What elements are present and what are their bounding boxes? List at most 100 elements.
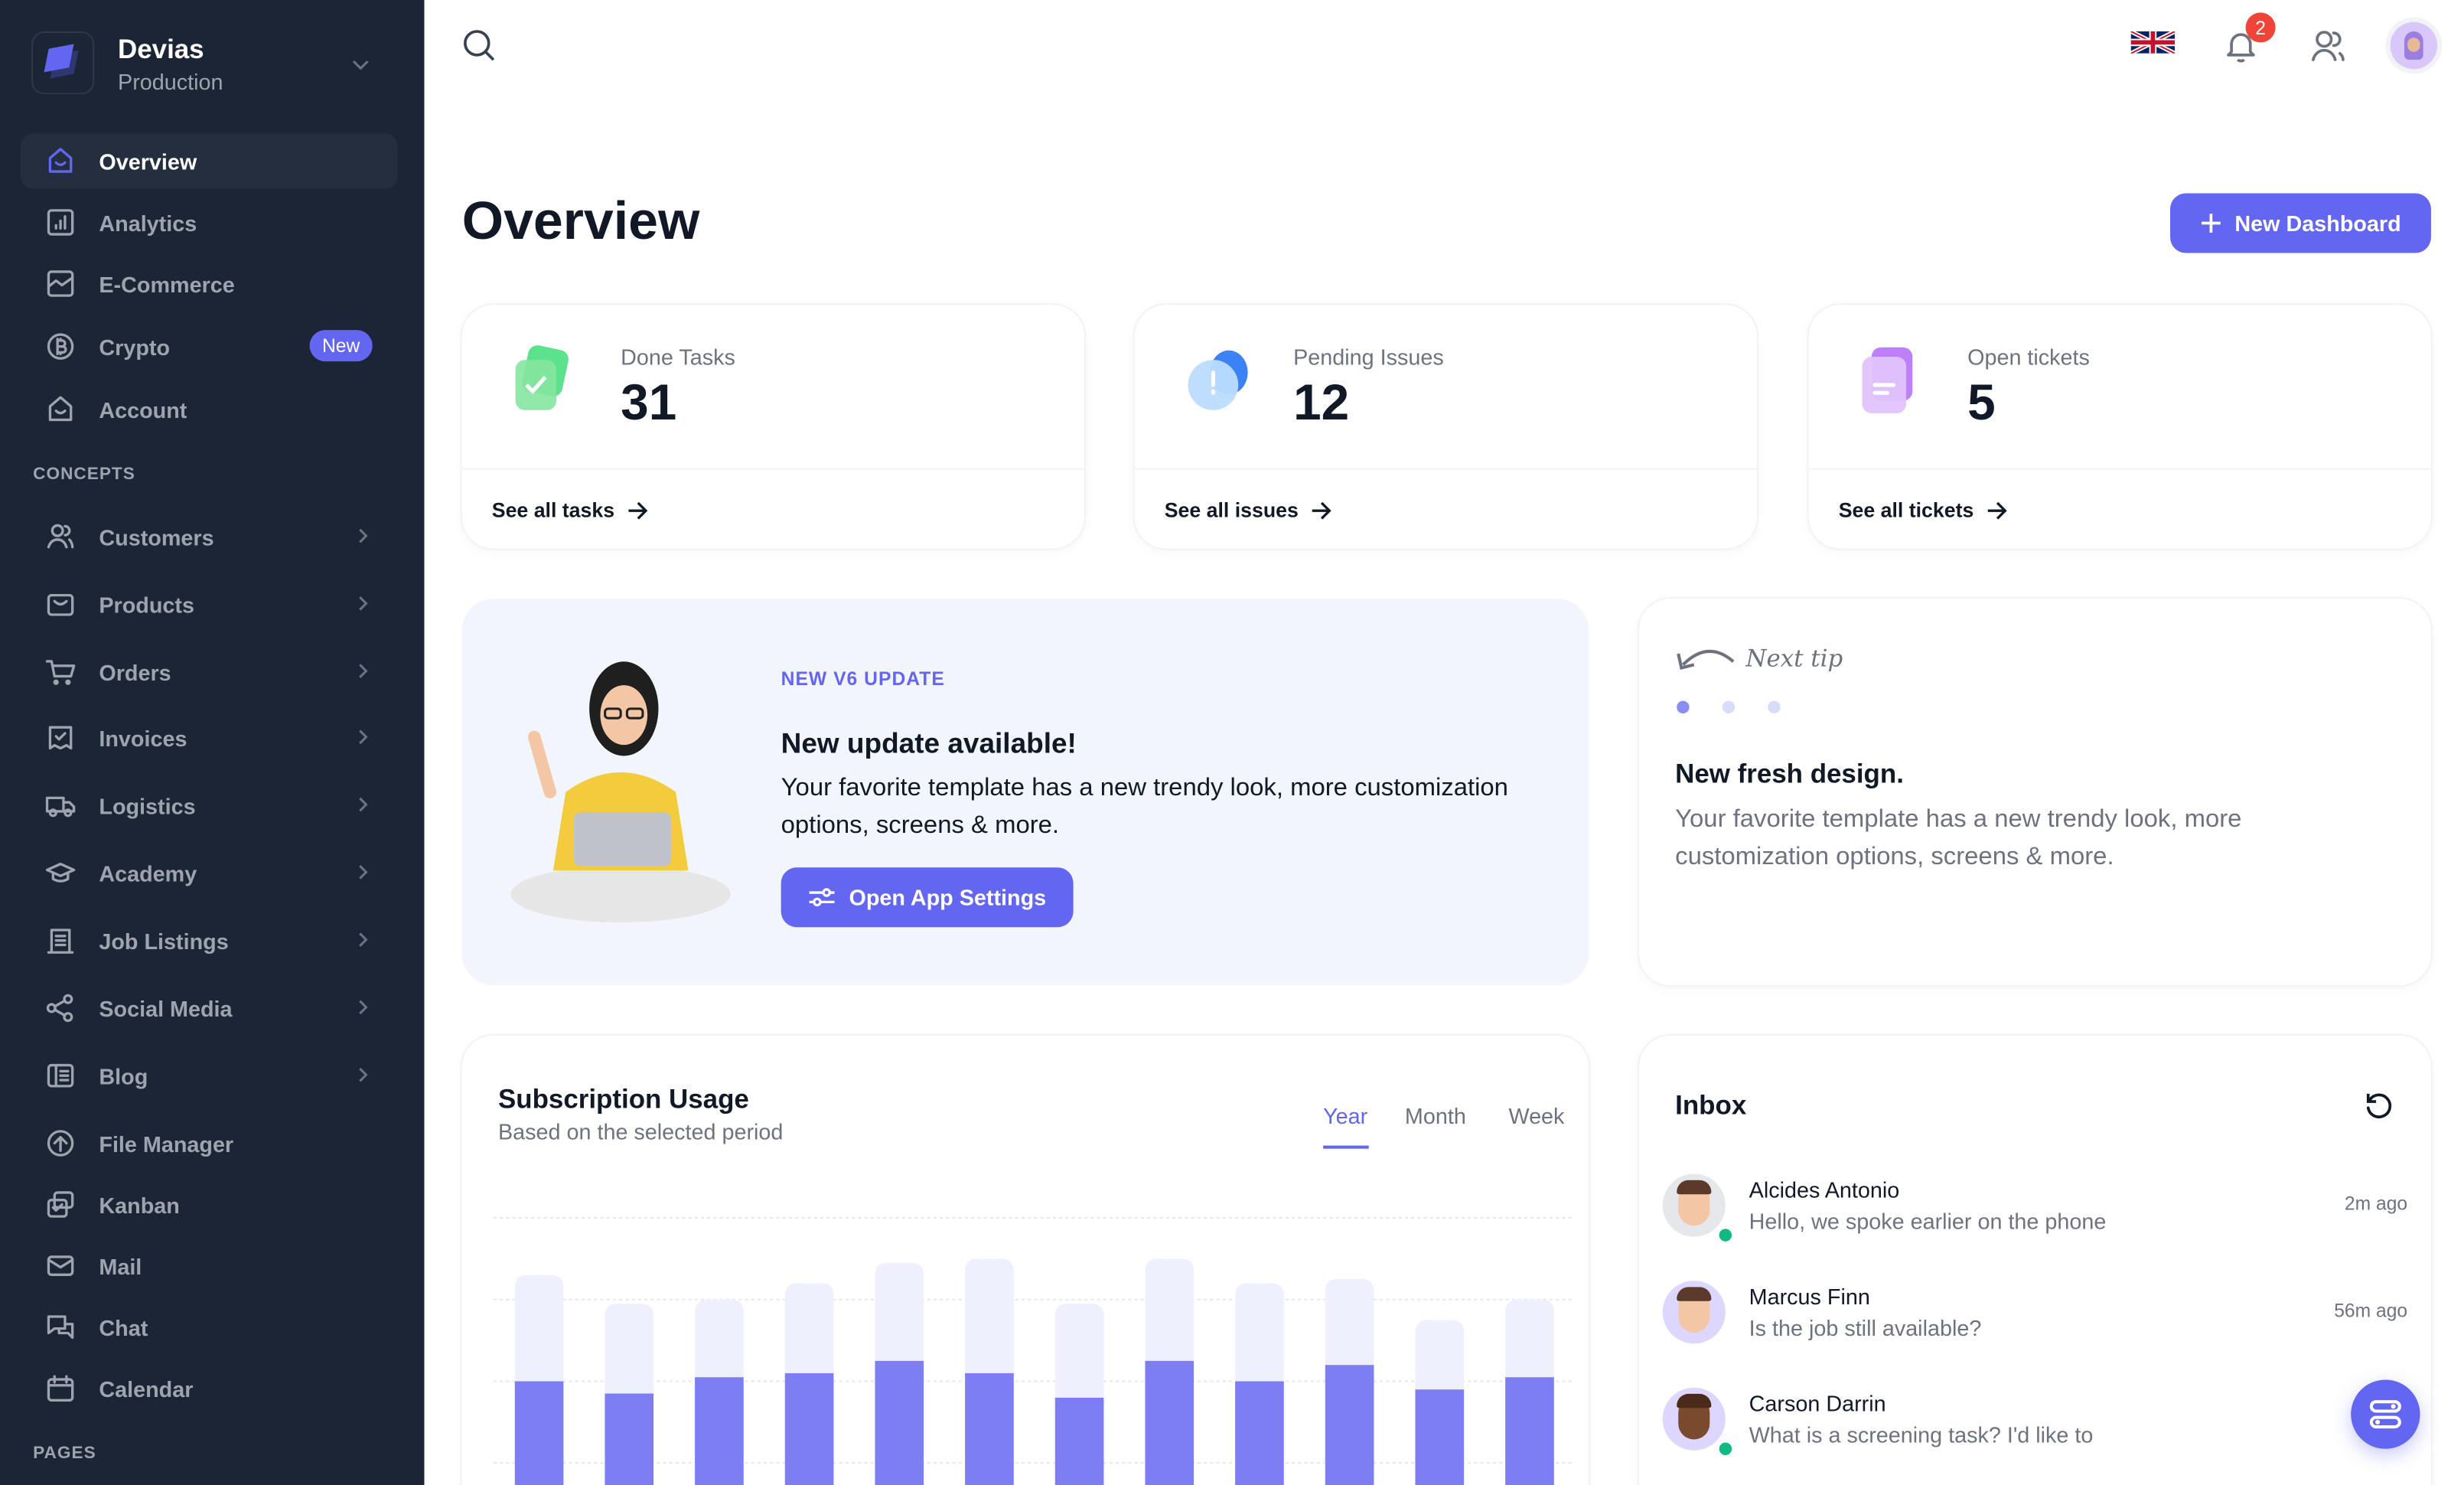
divider (461, 468, 1084, 470)
chevron-right-icon (359, 1067, 368, 1082)
bar-segment-remaining[interactable] (875, 1262, 924, 1361)
sidebar-item-file-manager[interactable]: File Manager (21, 1116, 398, 1171)
inbox-message[interactable]: Marcus Finn Is the job still available? 56… (1639, 1281, 2431, 1375)
uk-flag-icon[interactable] (2130, 31, 2176, 54)
stat-label: Open tickets (1967, 344, 2090, 370)
bar-segment-remaining[interactable] (1505, 1299, 1554, 1378)
sidebar-item-crypto[interactable]: Crypto New (21, 319, 398, 374)
chart-subtitle: Based on the selected period (497, 1118, 784, 1144)
bar-segment-remaining[interactable] (965, 1258, 1014, 1373)
sidebar-item-social-media[interactable]: Social Media (21, 981, 398, 1036)
sidebar-item-label: Kanban (99, 1192, 180, 1217)
message-preview: Is the job still available? (1749, 1315, 1982, 1341)
avatar-image (2390, 21, 2438, 70)
next-tip-label: Next tip (1745, 644, 1843, 673)
sidebar-item-label: Orders (99, 659, 171, 685)
sidebar-item-label: Invoices (99, 725, 187, 751)
inbox-message[interactable]: Alcides Antonio Hello, we spoke earlier o… (1639, 1173, 2431, 1268)
tab-year[interactable]: Year (1323, 1103, 1368, 1128)
bar-segment-used[interactable] (965, 1372, 1014, 1485)
bar-segment-used[interactable] (1235, 1381, 1284, 1485)
sidebar-item-overview[interactable]: Overview (20, 133, 398, 189)
sidebar-item-academy[interactable]: Academy (21, 845, 398, 900)
open-app-settings-button[interactable]: Open App Settings (781, 867, 1074, 928)
bar-segment-used[interactable] (1505, 1377, 1554, 1485)
refresh-icon[interactable] (2364, 1091, 2395, 1122)
tip-title: New fresh design. (1675, 759, 1904, 789)
upload-circle-icon (47, 1130, 74, 1157)
sender-name: Marcus Finn (1749, 1284, 1870, 1310)
bell-icon[interactable] (2224, 28, 2258, 63)
stat-link[interactable]: See all issues (1165, 498, 1333, 522)
new-dashboard-button[interactable]: New Dashboard (2170, 193, 2431, 253)
tip-pagination (1677, 700, 1781, 714)
search-icon[interactable] (462, 28, 497, 63)
chart-title: Subscription Usage (497, 1084, 749, 1115)
sidebar-item-label: Mail (99, 1253, 142, 1279)
sidebar-item-mail[interactable]: Mail (21, 1239, 398, 1294)
bar-segment-remaining[interactable] (1145, 1258, 1195, 1361)
chevron-down-icon[interactable] (352, 60, 370, 70)
tab-month[interactable]: Month (1404, 1103, 1466, 1128)
home-smile-icon (48, 396, 73, 422)
stat-link[interactable]: See all tickets (1839, 498, 2009, 522)
stat-link[interactable]: See all tasks (492, 498, 649, 522)
sidebar-item-job-listings[interactable]: Job Listings (21, 913, 398, 968)
sidebar-item-label: Products (99, 591, 195, 617)
avatar (1662, 1173, 1726, 1237)
online-status-dot (1717, 1227, 1734, 1243)
message-time: 56m ago (2334, 1299, 2408, 1322)
bar-segment-remaining[interactable] (695, 1299, 744, 1378)
bar-segment-used[interactable] (1325, 1365, 1374, 1485)
next-tip-button[interactable]: Next tip (1674, 643, 1843, 674)
sidebar-item-account[interactable]: Account (21, 382, 398, 437)
bar-segment-used[interactable] (695, 1377, 744, 1485)
chevron-right-icon (359, 932, 368, 947)
bar-segment-remaining[interactable] (1415, 1320, 1465, 1390)
stat-link-label: See all tasks (491, 498, 615, 522)
bar-segment-used[interactable] (875, 1360, 924, 1485)
sidebar-item-kanban[interactable]: Kanban (21, 1177, 398, 1232)
pagination-dot[interactable] (1768, 700, 1781, 714)
bar-segment-remaining[interactable] (784, 1283, 834, 1373)
workspace-logo[interactable] (31, 31, 95, 95)
inbox-message[interactable]: Carson Darrin What is a screening task? I… (1639, 1387, 2431, 1482)
pagination-dot-active[interactable] (1677, 700, 1690, 714)
bar-segment-remaining[interactable] (514, 1274, 564, 1382)
sidebar-item-label: Job Listings (99, 928, 229, 954)
sidebar-item-chat[interactable]: Chat (21, 1300, 398, 1355)
sidebar-item-label: E-Commerce (99, 271, 235, 296)
sidebar-item-calendar[interactable]: Calendar (21, 1361, 398, 1416)
message-preview: Hello, we spoke earlier on the phone (1749, 1208, 2107, 1234)
logo-icon (44, 44, 79, 79)
sidebar-item-blog[interactable]: Blog (21, 1048, 398, 1103)
online-status-dot (1717, 1441, 1734, 1457)
bar-segment-remaining[interactable] (1235, 1283, 1284, 1382)
pagination-dot[interactable] (1722, 700, 1736, 714)
sidebar-item-label: Blog (99, 1062, 148, 1088)
sidebar-item-logistics[interactable]: Logistics (21, 778, 398, 833)
sidebar-item-e-commerce[interactable]: E-Commerce (21, 256, 398, 312)
sidebar-item-analytics[interactable]: Analytics (21, 195, 398, 250)
settings-fab-button[interactable] (2351, 1379, 2420, 1449)
user-avatar[interactable] (2385, 17, 2443, 74)
bar-segment-used[interactable] (1054, 1397, 1104, 1485)
bar-segment-used[interactable] (514, 1381, 564, 1485)
active-tab-indicator (1323, 1145, 1369, 1149)
sidebar-item-invoices[interactable]: Invoices (21, 710, 398, 765)
bar-segment-remaining[interactable] (1325, 1279, 1374, 1366)
sidebar-item-orders[interactable]: Orders (21, 645, 398, 700)
contacts-icon[interactable] (2310, 28, 2348, 63)
bar-segment-used[interactable] (1415, 1389, 1465, 1485)
divider (1808, 468, 2431, 470)
bar-segment-remaining[interactable] (605, 1304, 654, 1394)
bar-segment-used[interactable] (1145, 1360, 1195, 1485)
sidebar-item-customers[interactable]: Customers (21, 509, 398, 564)
bar-segment-used[interactable] (605, 1393, 654, 1485)
bar-segment-remaining[interactable] (1054, 1304, 1104, 1398)
sidebar-item-products[interactable]: Products (21, 576, 398, 632)
subscription-usage-card: Subscription Usage Based on the selected… (461, 1035, 1589, 1485)
bar-segment-used[interactable] (784, 1372, 834, 1485)
tab-week[interactable]: Week (1508, 1103, 1565, 1128)
message-preview: What is a screening task? I'd like to (1749, 1421, 2094, 1447)
